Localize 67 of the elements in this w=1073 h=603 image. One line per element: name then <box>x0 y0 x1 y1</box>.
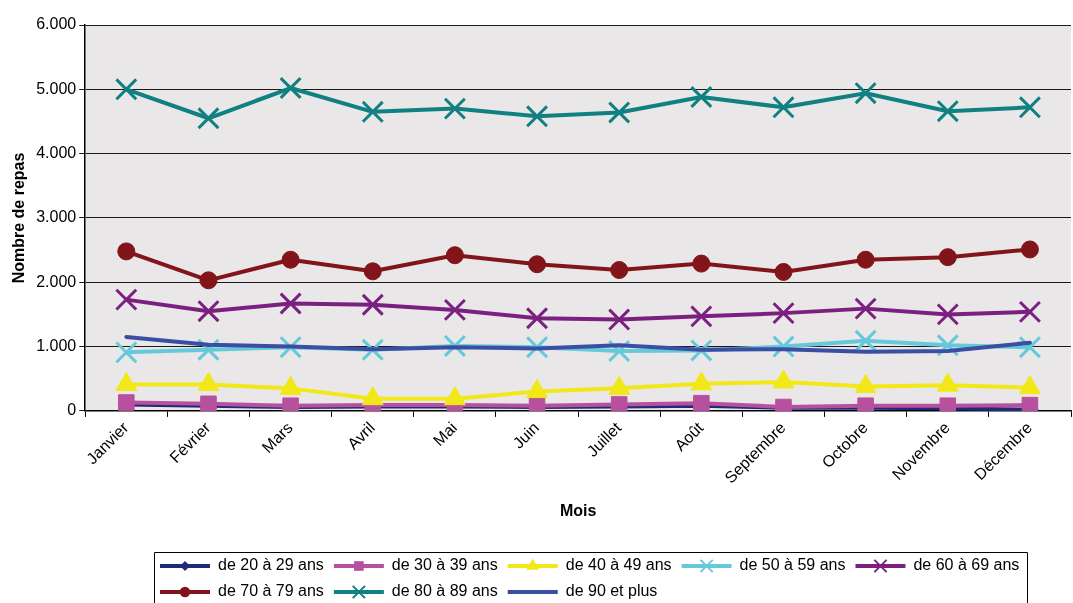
point <box>281 250 300 269</box>
point <box>854 297 878 321</box>
y-tick-label: 2.000 <box>36 272 77 290</box>
x-tick-label: Mai <box>429 418 461 450</box>
legend-label: de 90 et plus <box>565 582 658 600</box>
legend-label: de 70 à 79 ans <box>218 582 324 600</box>
legend-label: de 40 à 49 ans <box>565 556 672 574</box>
point <box>361 293 385 317</box>
point <box>445 246 464 265</box>
point <box>197 299 220 323</box>
y-tick-label: 3.000 <box>36 208 77 226</box>
point <box>115 372 138 392</box>
legend-label: de 60 à 69 ans <box>913 556 1020 574</box>
point <box>525 306 549 330</box>
point <box>199 271 218 290</box>
point <box>772 95 795 119</box>
point <box>772 301 795 325</box>
point <box>938 248 957 267</box>
y-tick-label: 5.000 <box>36 79 77 97</box>
point <box>692 254 711 273</box>
point <box>528 255 547 274</box>
point <box>936 303 960 326</box>
point <box>689 304 713 328</box>
legend-label: de 20 à 29 ans <box>218 556 324 574</box>
point <box>361 386 384 406</box>
point <box>690 371 713 391</box>
point <box>114 288 138 312</box>
point <box>117 242 136 261</box>
point <box>1018 95 1042 119</box>
point <box>526 379 548 399</box>
point <box>774 262 793 281</box>
point <box>772 369 795 389</box>
point <box>1018 335 1042 359</box>
point <box>114 340 138 364</box>
legend-label: de 30 à 39 ans <box>391 556 498 574</box>
y-axis-title: Nombre de repas <box>10 152 28 284</box>
point <box>607 308 631 331</box>
legend-label: de 80 à 89 ans <box>391 582 498 600</box>
point <box>854 329 878 353</box>
point <box>856 250 875 269</box>
point <box>197 106 220 130</box>
point <box>443 298 467 322</box>
point <box>607 101 631 124</box>
y-tick-label: 4.000 <box>36 144 77 162</box>
point <box>854 81 878 105</box>
point <box>610 261 629 280</box>
point <box>197 372 220 392</box>
point <box>1020 240 1039 259</box>
point <box>1018 300 1042 324</box>
y-tick-label: 6.000 <box>36 15 77 33</box>
x-axis-title: Mois <box>559 501 597 519</box>
y-tick-label: 0 <box>67 401 77 419</box>
point <box>443 97 467 121</box>
x-tick-label: Juin <box>509 418 543 452</box>
point <box>114 77 138 101</box>
y-tick-label: 1.000 <box>36 336 77 354</box>
point <box>936 99 960 123</box>
point <box>361 100 385 124</box>
legend-label: de 50 à 59 ans <box>739 556 846 574</box>
point <box>363 262 382 281</box>
point <box>1021 396 1039 411</box>
point <box>444 386 466 406</box>
point <box>689 85 713 109</box>
point <box>279 292 303 315</box>
point <box>279 76 303 100</box>
point <box>525 104 549 128</box>
point <box>1019 375 1041 395</box>
